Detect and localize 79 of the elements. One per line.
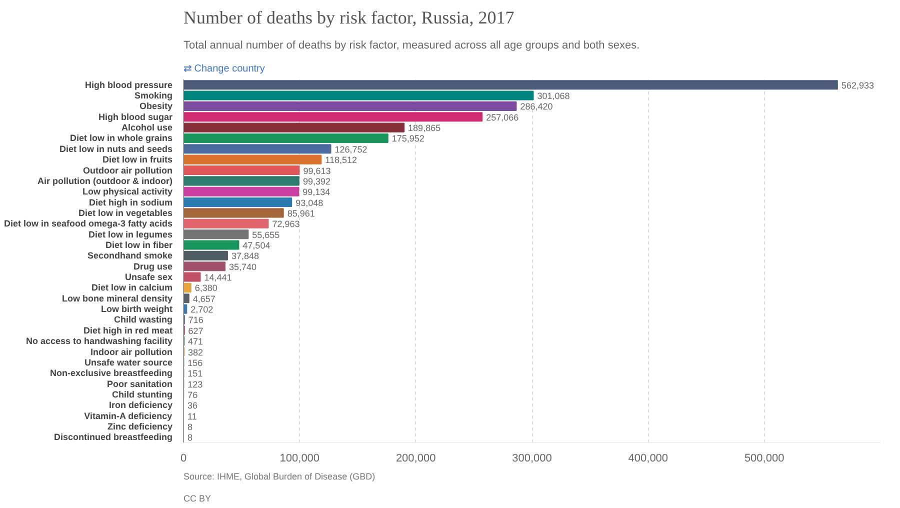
y-tick-label: Diet high in sodium xyxy=(89,197,173,208)
y-tick-label: Diet low in nuts and seeds xyxy=(59,144,173,154)
data-label: 627 xyxy=(188,326,204,336)
y-tick-label: No access to handwashing facility xyxy=(26,336,173,346)
y-tick-label: High blood pressure xyxy=(84,80,173,90)
x-tick-label: 400,000 xyxy=(628,452,668,464)
data-label: 14,441 xyxy=(204,272,232,283)
data-label: 99,134 xyxy=(302,187,330,198)
text: CC BY xyxy=(184,494,212,504)
y-tick-label: Unsafe water source xyxy=(84,357,173,368)
x-tick-label: 500,000 xyxy=(744,452,784,464)
y-tick-label: Alcohol use xyxy=(121,122,173,133)
chart-title: Number of deaths by risk factor, Russia, 2017 xyxy=(184,8,514,28)
data-label: 72,963 xyxy=(272,219,300,230)
y-tick-label: Diet low in calcium xyxy=(91,282,173,293)
y-tick-label: Iron deficiency xyxy=(108,400,173,410)
y-tick-label: Drug use xyxy=(133,261,173,272)
y-tick-label: Diet high in red meat xyxy=(83,325,173,336)
y-tick-label: Poor sanitation xyxy=(106,378,173,389)
data-label: 189,865 xyxy=(408,123,441,134)
data-label: 37,848 xyxy=(231,251,259,262)
x-tick-label: 0 xyxy=(180,452,187,464)
x-tick-label: 100,000 xyxy=(280,452,320,464)
y-tick-label: Unsafe sex xyxy=(124,272,173,282)
data-label: 6,380 xyxy=(194,283,218,294)
source-note: Source: IHME, Global Burden of Disease (GBD) xyxy=(184,472,376,482)
data-label: 85,961 xyxy=(287,208,315,218)
y-tick-label: Diet low in fiber xyxy=(105,240,173,250)
y-tick-label: Child wasting xyxy=(114,314,172,325)
data-label: 4,657 xyxy=(192,294,216,304)
chart-subtitle: Total annual number of deaths by risk factor, measured across all age groups and both sexes. xyxy=(184,40,640,52)
data-label: 47,504 xyxy=(242,240,270,250)
data-label: 301,068 xyxy=(537,91,570,102)
y-tick-label: Zinc deficiency xyxy=(107,421,173,432)
data-label: 471 xyxy=(188,336,204,347)
y-tick-label: High blood sugar xyxy=(98,112,173,122)
text: ⇄ Change country xyxy=(184,64,265,74)
y-tick-label: Outdoor air pollution xyxy=(83,165,173,176)
data-label: 2,702 xyxy=(190,304,214,315)
y-tick-label: Diet low in whole grains xyxy=(70,133,173,144)
y-tick-label: Diet low in fruits xyxy=(102,154,173,165)
data-label: 36 xyxy=(188,400,198,411)
y-tick-label: Obesity xyxy=(139,101,173,112)
data-label: 76 xyxy=(188,390,198,400)
data-label: 123 xyxy=(188,379,203,390)
data-label: 257,066 xyxy=(486,112,519,122)
data-label: 35,740 xyxy=(229,262,257,272)
y-tick-label: Diet low in legumes xyxy=(88,229,172,240)
data-label: 562,933 xyxy=(841,80,874,90)
y-tick-label: Low birth weight xyxy=(101,304,173,314)
data-label: 156 xyxy=(188,358,203,368)
data-label: 175,952 xyxy=(392,134,424,144)
y-tick-label: Diet low in seafood omega-3 fatty acids xyxy=(4,218,173,229)
data-label: 11 xyxy=(188,411,197,422)
data-label: 716 xyxy=(188,315,204,326)
data-label: 99,392 xyxy=(302,176,330,186)
x-tick-label: 200,000 xyxy=(396,452,436,464)
y-tick-label: Vitamin-A deficiency xyxy=(84,410,172,421)
data-label: 93,048 xyxy=(296,198,324,208)
data-label: 55,655 xyxy=(252,230,280,240)
y-tick-label: Discontinued breastfeeding xyxy=(54,432,173,442)
data-label: 8 xyxy=(188,422,193,432)
y-tick-label: Child stunting xyxy=(112,389,173,400)
data-label: 382 xyxy=(188,347,203,358)
y-tick-label: Diet low in vegetables xyxy=(78,208,173,218)
data-label: 118,512 xyxy=(325,155,358,166)
y-tick-label: Secondhand smoke xyxy=(87,250,173,261)
data-label: 126,752 xyxy=(334,144,368,154)
data-label: 8 xyxy=(188,432,193,443)
data-label: 286,420 xyxy=(520,102,553,112)
y-tick-label: Non-exclusive breastfeeding xyxy=(50,368,173,378)
y-tick-label: Low physical activity xyxy=(82,186,172,197)
y-tick-label: Low bone mineral density xyxy=(62,293,173,304)
x-tick-label: 300,000 xyxy=(512,452,552,464)
data-label: 99,613 xyxy=(303,166,331,176)
y-tick-label: Indoor air pollution xyxy=(90,346,173,357)
y-tick-label: Air pollution (outdoor & indoor) xyxy=(38,176,173,186)
y-tick-label: Smoking xyxy=(134,90,173,101)
data-label: 151 xyxy=(188,368,203,379)
